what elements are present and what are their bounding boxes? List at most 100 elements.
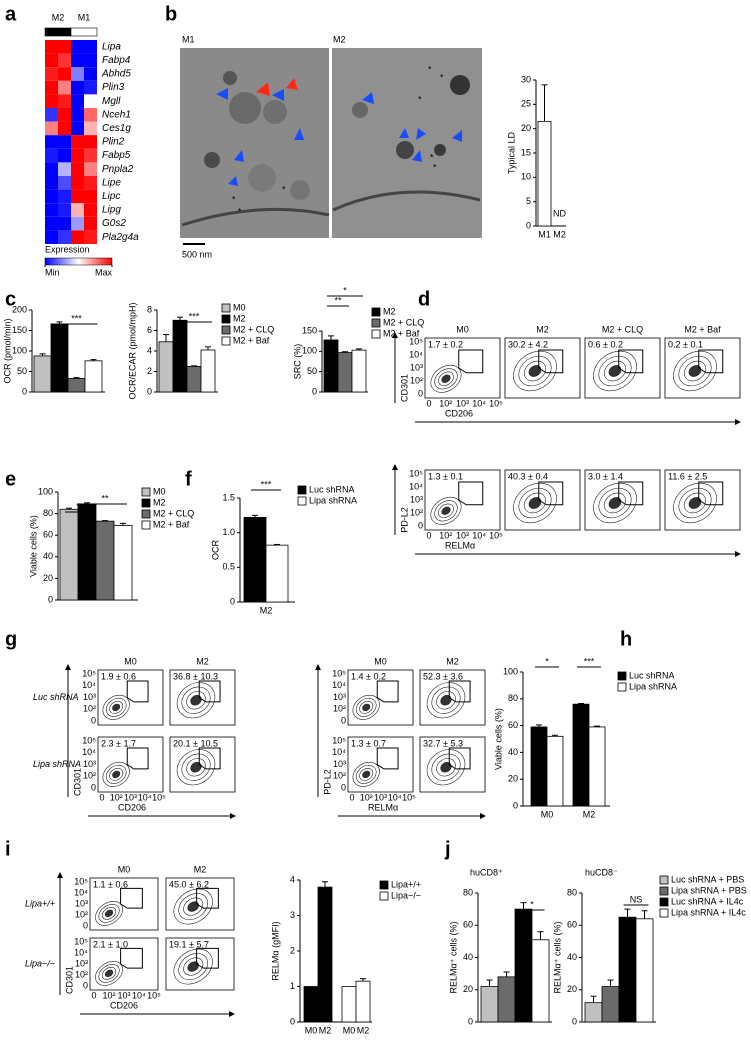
flow-x-tick: 10⁵: [402, 792, 416, 802]
row-label: Nceh1: [102, 109, 131, 120]
svg-text:*: *: [428, 64, 432, 74]
heat-cell: [45, 148, 58, 163]
gate: [448, 747, 471, 770]
flow-plot: 30.2 ± 4.2: [504, 337, 581, 399]
contour: [430, 496, 462, 525]
legend-swatch: [371, 329, 381, 339]
gate-percentage: 0.6 ± 0.2: [588, 339, 623, 349]
flow-plot: 45.0 ± 6.2: [165, 877, 235, 931]
y-tick-label: 80: [508, 693, 518, 703]
y-axis-label: RELMα⁺ cells (%): [552, 922, 562, 994]
bar: [317, 886, 333, 1023]
contour: [440, 761, 452, 773]
svg-text:*: *: [440, 72, 444, 82]
error-bar: [274, 543, 280, 546]
y-tick-label: 15: [521, 147, 531, 157]
contour: [359, 768, 374, 781]
contour: [528, 497, 542, 509]
contour: [426, 749, 466, 786]
x-tick-label: M2: [583, 809, 596, 819]
flow-plot: 1.3 ± 0.7: [347, 736, 414, 793]
column-header: M0: [456, 324, 469, 334]
gate-percentage: 1.9 ± 0.6: [101, 671, 136, 681]
error-bar: [73, 377, 80, 379]
heat-cell: [45, 67, 58, 81]
contour: [673, 482, 717, 524]
contour: [426, 682, 466, 719]
flow-y-tick: 0: [83, 920, 88, 930]
contour: [176, 682, 216, 719]
flow-plot: 11.6 ± 2.5: [664, 469, 741, 531]
y-tick-label: 100: [38, 486, 53, 496]
flow-y-tick: 10⁴: [332, 747, 346, 757]
error-bar: [594, 725, 600, 727]
legend-label: Luc shRNA + PBS: [671, 874, 744, 884]
plot-frame: [664, 469, 741, 531]
bar: [50, 323, 69, 393]
contour: [178, 953, 209, 981]
flow-plot: 20.1 ± 10.5: [169, 736, 236, 793]
flow-plot: 2.1 ± 1.0: [89, 937, 159, 991]
flow-y-tick: 0: [341, 715, 346, 725]
plot-frame: [504, 337, 581, 399]
contour: [181, 753, 211, 781]
contour: [683, 492, 707, 514]
flow-x-tick: 10³: [124, 792, 137, 802]
panel-label: e: [5, 468, 16, 490]
row-label: Ces1g: [102, 123, 131, 134]
heat-cell: [45, 94, 58, 108]
error-bar: [641, 910, 648, 919]
plot-frame: [97, 736, 164, 793]
heat-cell: [84, 40, 97, 54]
y-tick-label: 30: [521, 74, 531, 84]
error-bar: [90, 359, 97, 361]
bar: [77, 503, 97, 601]
flow-y-tick: 10²: [410, 507, 423, 517]
contour: [436, 691, 456, 710]
legend-swatch: [617, 671, 627, 681]
contour: [176, 749, 216, 786]
contour: [688, 365, 702, 377]
gate: [448, 680, 471, 703]
gate-percentage: 1.4 ± 0.2: [351, 671, 386, 681]
error-bar: [102, 520, 108, 522]
bar: [530, 726, 548, 807]
y-tick-label: 1: [290, 981, 295, 991]
chart-title: huCD8⁻: [585, 867, 618, 877]
gate: [618, 349, 644, 374]
gate-percentage: 1.7 ± 0.2: [428, 339, 463, 349]
plot-frame: [424, 469, 501, 531]
heat-cell: [45, 203, 58, 217]
error-bar: [356, 348, 362, 351]
contour: [438, 371, 454, 386]
contour: [603, 492, 627, 514]
plot-frame: [97, 669, 164, 726]
flow-y-tick: 10⁵: [332, 735, 346, 745]
x-tick-label: M2: [553, 229, 566, 239]
row-label: Lipa: [102, 41, 121, 52]
y-tick-label: 0: [468, 1016, 473, 1026]
heat-cell: [84, 216, 97, 231]
plot-frame: [165, 937, 235, 991]
y-axis-label: RELMα⁺ cells (%): [448, 922, 458, 994]
column-header: [70, 27, 98, 37]
annotation: *: [76, 501, 80, 511]
contour: [187, 901, 199, 912]
heat-cell: [71, 135, 84, 149]
heat-cell: [45, 216, 58, 231]
contour: [109, 768, 124, 781]
bar: [67, 378, 86, 393]
legend-swatch: [659, 897, 669, 907]
row-label: Lipc: [102, 191, 120, 202]
flow-y-tick: 10³: [75, 898, 88, 908]
y-tick-label: 60: [463, 920, 473, 930]
column-header: M2: [194, 864, 207, 874]
column-header: M2 + CLQ: [602, 324, 643, 334]
flow-plot: 52.3 ± 3.6: [419, 669, 486, 726]
contour: [178, 893, 209, 921]
y-axis-label: Viable cells (%): [28, 515, 38, 577]
gate: [538, 349, 564, 374]
gate: [376, 747, 399, 770]
heat-cell: [45, 135, 58, 149]
flow-plot: 1.1 ± 0.6: [89, 877, 159, 931]
